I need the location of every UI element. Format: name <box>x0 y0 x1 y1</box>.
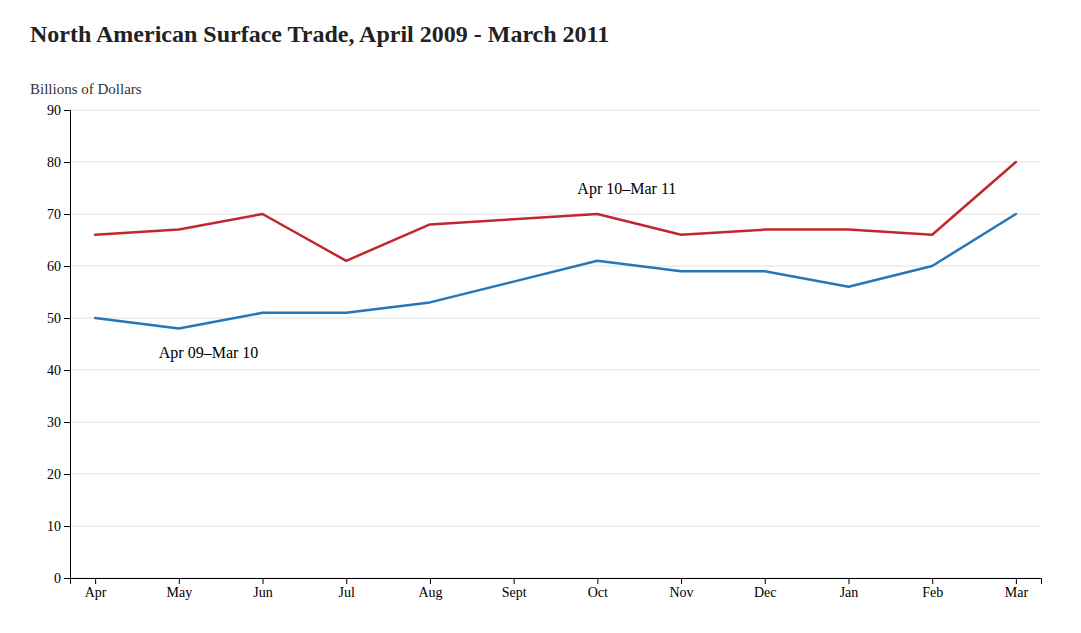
series-label: Apr 10–Mar 11 <box>577 180 676 198</box>
y-tick-mark <box>64 266 70 267</box>
x-tick: Sept <box>502 578 527 600</box>
grid-line <box>70 370 1041 371</box>
x-tick-label: Jan <box>840 585 859 600</box>
x-tick: May <box>166 578 192 600</box>
grid-line <box>70 474 1041 475</box>
x-tick-label: Sept <box>502 585 527 600</box>
series-labels: Apr 09–Mar 10 Apr 10–Mar 11 <box>159 180 676 362</box>
x-tick: Jul <box>339 578 355 600</box>
x-tick: Mar <box>1005 578 1029 600</box>
grid-line <box>70 318 1041 319</box>
x-tick-label: Jul <box>339 585 355 600</box>
x-tick-mark <box>95 578 96 584</box>
y-tick: 70 <box>47 207 70 222</box>
y-tick-mark <box>64 110 70 111</box>
grid-line <box>70 266 1041 267</box>
y-tick-label: 20 <box>47 467 61 482</box>
x-tick-mark <box>430 578 431 584</box>
grid-line <box>70 110 1041 111</box>
y-axis-line <box>64 111 71 579</box>
x-tick: Feb <box>922 578 943 600</box>
x-tick: Apr <box>85 578 107 600</box>
y-tick-label: 70 <box>47 207 61 222</box>
x-tick-label: Nov <box>669 585 693 600</box>
grid <box>70 110 1041 578</box>
y-axis: 0 10 20 30 40 50 60 70 80 90 <box>47 103 71 586</box>
y-tick: 80 <box>47 155 70 170</box>
y-tick: 20 <box>47 467 70 482</box>
y-tick-label: 90 <box>47 103 61 118</box>
x-tick-mark <box>1016 578 1017 584</box>
y-tick-mark <box>64 474 70 475</box>
x-tick-label: Jun <box>253 585 272 600</box>
y-tick: 0 <box>54 571 70 586</box>
y-tick-mark <box>64 578 70 579</box>
y-tick-mark <box>64 162 70 163</box>
x-tick-mark <box>848 578 849 584</box>
y-tick-mark <box>64 370 70 371</box>
y-tick-label: 80 <box>47 155 61 170</box>
x-tick-label: Oct <box>588 585 608 600</box>
y-tick-mark <box>64 422 70 423</box>
x-tick: Nov <box>669 578 693 600</box>
y-tick: 30 <box>47 415 70 430</box>
y-tick: 90 <box>47 103 70 118</box>
x-tick-mark <box>597 578 598 584</box>
grid-line <box>70 214 1041 215</box>
y-tick: 60 <box>47 259 70 274</box>
x-tick-label: Feb <box>922 585 943 600</box>
x-tick-mark <box>932 578 933 584</box>
plot: 0 10 20 30 40 50 60 70 80 90 Apr May Jun Jul Aug Sept Oc… <box>47 103 1042 600</box>
y-tick: 40 <box>47 363 70 378</box>
y-tick: 50 <box>47 311 70 326</box>
grid-line <box>70 162 1041 163</box>
y-tick-label: 50 <box>47 311 61 326</box>
x-tick-mark <box>681 578 682 584</box>
y-axis-label: Billions of Dollars <box>30 81 142 97</box>
x-axis: Apr May Jun Jul Aug Sept Oct Nov Dec Jan Feb Mar <box>71 578 1042 600</box>
series-line <box>95 162 1016 261</box>
y-tick-label: 60 <box>47 259 61 274</box>
series-label: Apr 09–Mar 10 <box>159 344 259 362</box>
lines <box>95 162 1016 328</box>
x-tick: Jan <box>840 578 859 600</box>
x-tick-mark <box>514 578 515 584</box>
x-tick-label: Dec <box>754 585 777 600</box>
x-tick-mark <box>765 578 766 584</box>
x-tick-label: May <box>166 585 192 600</box>
x-tick-label: Aug <box>418 585 442 600</box>
grid-line <box>70 526 1041 527</box>
x-tick-label: Apr <box>85 585 107 600</box>
x-tick-mark <box>263 578 264 584</box>
chart: North American Surface Trade, April 2009… <box>0 0 1081 633</box>
y-tick-mark <box>64 526 70 527</box>
y-tick: 10 <box>47 519 70 534</box>
x-tick: Jun <box>253 578 272 600</box>
y-tick-label: 10 <box>47 519 61 534</box>
x-tick: Aug <box>418 578 442 600</box>
x-axis-line <box>71 579 1042 585</box>
title: North American Surface Trade, April 2009… <box>30 21 609 47</box>
x-tick-label: Mar <box>1005 585 1029 600</box>
y-tick-label: 0 <box>54 571 61 586</box>
x-tick: Oct <box>588 578 608 600</box>
x-tick: Dec <box>754 578 777 600</box>
x-tick-mark <box>346 578 347 584</box>
x-tick-mark <box>179 578 180 584</box>
y-tick-label: 40 <box>47 363 61 378</box>
y-tick-mark <box>64 318 70 319</box>
grid-line <box>70 422 1041 423</box>
y-tick-label: 30 <box>47 415 61 430</box>
y-tick-mark <box>64 214 70 215</box>
